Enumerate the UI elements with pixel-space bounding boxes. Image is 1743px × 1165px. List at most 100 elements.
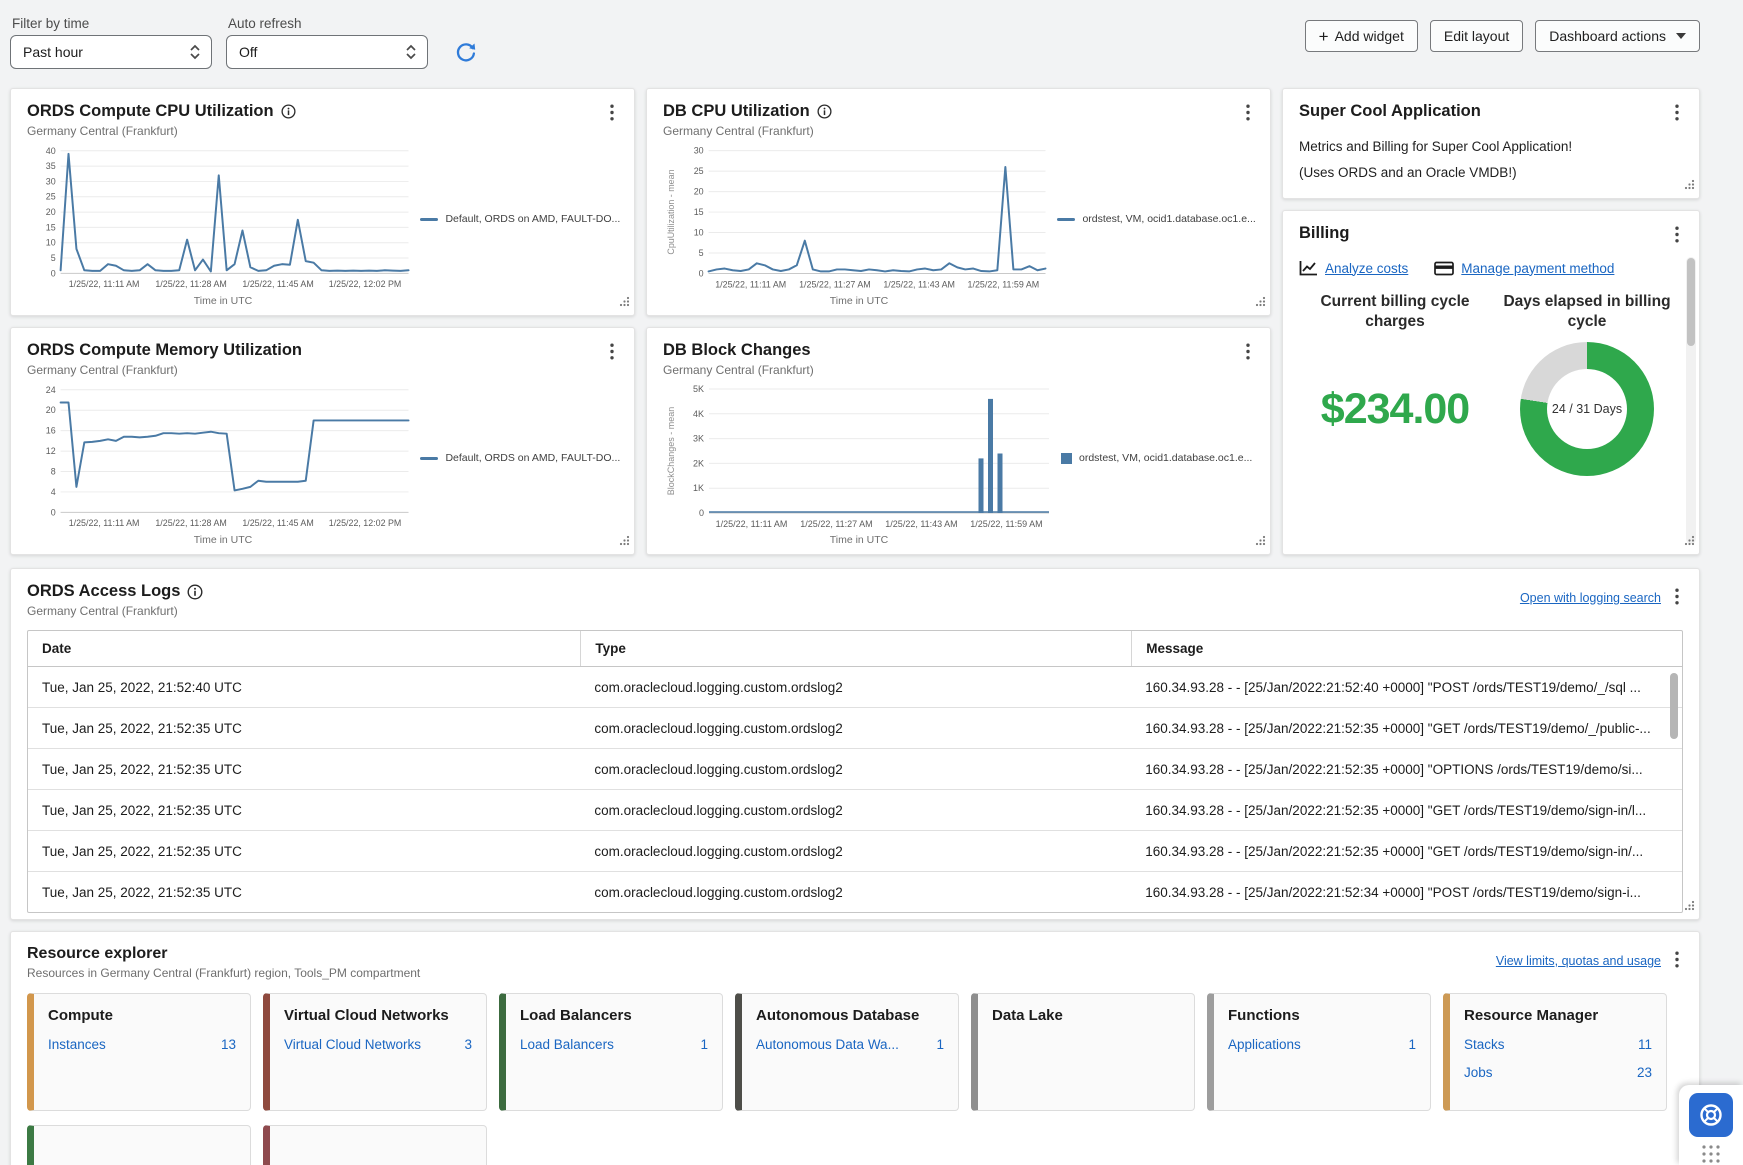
legend-label: ordstest, VM, ocid1.database.oc1.e...: [1082, 213, 1255, 225]
column-header-message[interactable]: Message: [1131, 631, 1682, 666]
view-limits-link[interactable]: View limits, quotas and usage: [1496, 954, 1661, 968]
chart-subtitle: Germany Central (Frankfurt): [27, 124, 296, 138]
add-widget-button[interactable]: + Add widget: [1305, 20, 1418, 52]
x-axis-title: Time in UTC: [663, 534, 1055, 546]
chart-title: DB CPU Utilization: [663, 102, 810, 121]
open-logging-search-link[interactable]: Open with logging search: [1520, 591, 1661, 605]
kebab-menu-icon[interactable]: [1242, 102, 1254, 128]
chart-title: ORDS Compute CPU Utilization: [27, 102, 274, 121]
resize-grip[interactable]: [1255, 533, 1266, 551]
svg-text:15: 15: [46, 222, 56, 232]
resource-card-load-balancers[interactable]: Load Balancers Load Balancers 1: [499, 993, 723, 1111]
resource-item-link[interactable]: Instances: [48, 1037, 106, 1052]
kebab-menu-icon[interactable]: [1671, 102, 1683, 128]
resize-grip[interactable]: [1684, 177, 1695, 195]
info-icon[interactable]: [281, 104, 296, 119]
legend-label: Default, ORDS on AMD, FAULT-DO...: [445, 452, 620, 464]
resource-card-title: Functions: [1228, 1007, 1416, 1024]
info-icon[interactable]: [187, 584, 203, 600]
svg-text:20: 20: [46, 207, 56, 217]
chart-subtitle: Germany Central (Frankfurt): [663, 363, 814, 377]
widget-billing: Billing Analyze costs: [1282, 210, 1700, 555]
resource-item: Virtual Cloud Networks 3: [284, 1037, 472, 1052]
drag-dots-icon[interactable]: [1700, 1143, 1722, 1165]
resize-grip[interactable]: [1684, 898, 1695, 916]
life-ring-icon: [1698, 1102, 1724, 1128]
resize-grip[interactable]: [619, 294, 630, 312]
table-row[interactable]: Tue, Jan 25, 2022, 21:52:35 UTC com.orac…: [28, 872, 1682, 912]
table-row[interactable]: Tue, Jan 25, 2022, 21:52:35 UTC com.orac…: [28, 749, 1682, 790]
resource-item-count[interactable]: 1: [700, 1037, 708, 1052]
column-header-type[interactable]: Type: [580, 631, 1131, 666]
resize-grip[interactable]: [1684, 533, 1695, 551]
resource-card-autonomous-database[interactable]: Autonomous Database Autonomous Data Wa..…: [735, 993, 959, 1111]
auto-refresh-select[interactable]: Off: [226, 35, 428, 69]
app-description-line2: (Uses ORDS and an Oracle VMDB!): [1299, 165, 1683, 180]
svg-text:1/25/22, 11:45 AM: 1/25/22, 11:45 AM: [242, 279, 313, 289]
resource-item-link[interactable]: Stacks: [1464, 1037, 1505, 1052]
widget-resource-explorer: Resource explorer Resources in Germany C…: [10, 931, 1700, 1165]
resource-item-count[interactable]: 23: [1637, 1065, 1652, 1080]
kebab-menu-icon[interactable]: [1671, 224, 1683, 250]
resource-item-count[interactable]: 1: [1408, 1037, 1416, 1052]
resource-item-link[interactable]: Jobs: [1464, 1065, 1493, 1080]
resource-card-virtual-cloud-networks[interactable]: Virtual Cloud Networks Virtual Cloud Net…: [263, 993, 487, 1111]
legend-label: Default, ORDS on AMD, FAULT-DO...: [445, 213, 620, 225]
resource-item-link[interactable]: Load Balancers: [520, 1037, 614, 1052]
log-type-cell: com.oraclecloud.logging.custom.ordslog2: [580, 749, 1131, 789]
top-toolbar: Filter by time Past hour Auto refresh Of…: [10, 0, 1700, 84]
widget-ords-access-logs: ORDS Access Logs Germany Central (Frankf…: [10, 568, 1700, 920]
billing-scrollbar[interactable]: [1686, 257, 1696, 544]
legend-swatch: [1061, 453, 1072, 464]
resource-item-link[interactable]: Applications: [1228, 1037, 1301, 1052]
resource-card-functions[interactable]: Functions Applications 1: [1207, 993, 1431, 1111]
svg-text:12: 12: [46, 446, 56, 456]
resize-grip[interactable]: [619, 533, 630, 551]
table-row[interactable]: Tue, Jan 25, 2022, 21:52:35 UTC com.orac…: [28, 831, 1682, 872]
app-description-line1: Metrics and Billing for Super Cool Appli…: [1299, 139, 1683, 154]
resource-item-count[interactable]: 11: [1638, 1037, 1652, 1052]
resource-item-link[interactable]: Autonomous Data Wa...: [756, 1037, 899, 1052]
resource-item-count[interactable]: 3: [464, 1037, 472, 1052]
table-row[interactable]: Tue, Jan 25, 2022, 21:52:35 UTC com.orac…: [28, 790, 1682, 831]
resource-card-partial[interactable]: [263, 1125, 487, 1165]
resource-card-title: Load Balancers: [520, 1007, 708, 1024]
info-icon[interactable]: [817, 104, 832, 119]
resource-item-link[interactable]: Virtual Cloud Networks: [284, 1037, 421, 1052]
kebab-menu-icon[interactable]: [1671, 586, 1683, 610]
svg-text:3K: 3K: [693, 434, 704, 444]
time-filter-select[interactable]: Past hour: [10, 35, 212, 69]
resource-item-count[interactable]: 1: [936, 1037, 944, 1052]
logs-scrollbar[interactable]: [1669, 673, 1679, 908]
resource-item-count[interactable]: 13: [221, 1037, 236, 1052]
svg-text:15: 15: [694, 207, 704, 217]
help-button[interactable]: [1689, 1093, 1733, 1137]
manage-payment-link[interactable]: Manage payment method: [1461, 261, 1614, 276]
kebab-menu-icon[interactable]: [1242, 341, 1254, 367]
resource-item: Applications 1: [1228, 1037, 1416, 1052]
log-date-cell: Tue, Jan 25, 2022, 21:52:35 UTC: [28, 831, 580, 871]
edit-layout-button[interactable]: Edit layout: [1430, 20, 1523, 52]
table-row[interactable]: Tue, Jan 25, 2022, 21:52:35 UTC com.orac…: [28, 708, 1682, 749]
resource-item: Instances 13: [48, 1037, 236, 1052]
refresh-icon[interactable]: [454, 40, 478, 69]
chart-legend: Default, ORDS on AMD, FAULT-DO...: [420, 452, 618, 464]
donut-label: 24 / 31 Days: [1552, 402, 1622, 416]
table-row[interactable]: Tue, Jan 25, 2022, 21:52:40 UTC com.orac…: [28, 667, 1682, 708]
resize-grip[interactable]: [1255, 294, 1266, 312]
chart-legend: ordstest, VM, ocid1.database.oc1.e...: [1057, 213, 1254, 225]
resource-card-partial[interactable]: [27, 1125, 251, 1165]
kebab-menu-icon[interactable]: [606, 341, 618, 367]
svg-text:4: 4: [51, 487, 56, 497]
analyze-costs-link[interactable]: Analyze costs: [1325, 261, 1408, 276]
resource-card-data-lake[interactable]: Data Lake: [971, 993, 1195, 1111]
svg-text:25: 25: [694, 166, 704, 176]
kebab-menu-icon[interactable]: [606, 102, 618, 128]
dashboard-actions-button[interactable]: Dashboard actions: [1535, 20, 1700, 52]
kebab-menu-icon[interactable]: [1671, 949, 1683, 973]
resource-card-compute[interactable]: Compute Instances 13: [27, 993, 251, 1111]
resource-card-resource-manager[interactable]: Resource Manager Stacks 11 Jobs 23: [1443, 993, 1667, 1111]
svg-text:1/25/22, 11:27 AM: 1/25/22, 11:27 AM: [799, 279, 871, 289]
column-header-date[interactable]: Date: [28, 631, 580, 666]
log-date-cell: Tue, Jan 25, 2022, 21:52:35 UTC: [28, 872, 580, 912]
